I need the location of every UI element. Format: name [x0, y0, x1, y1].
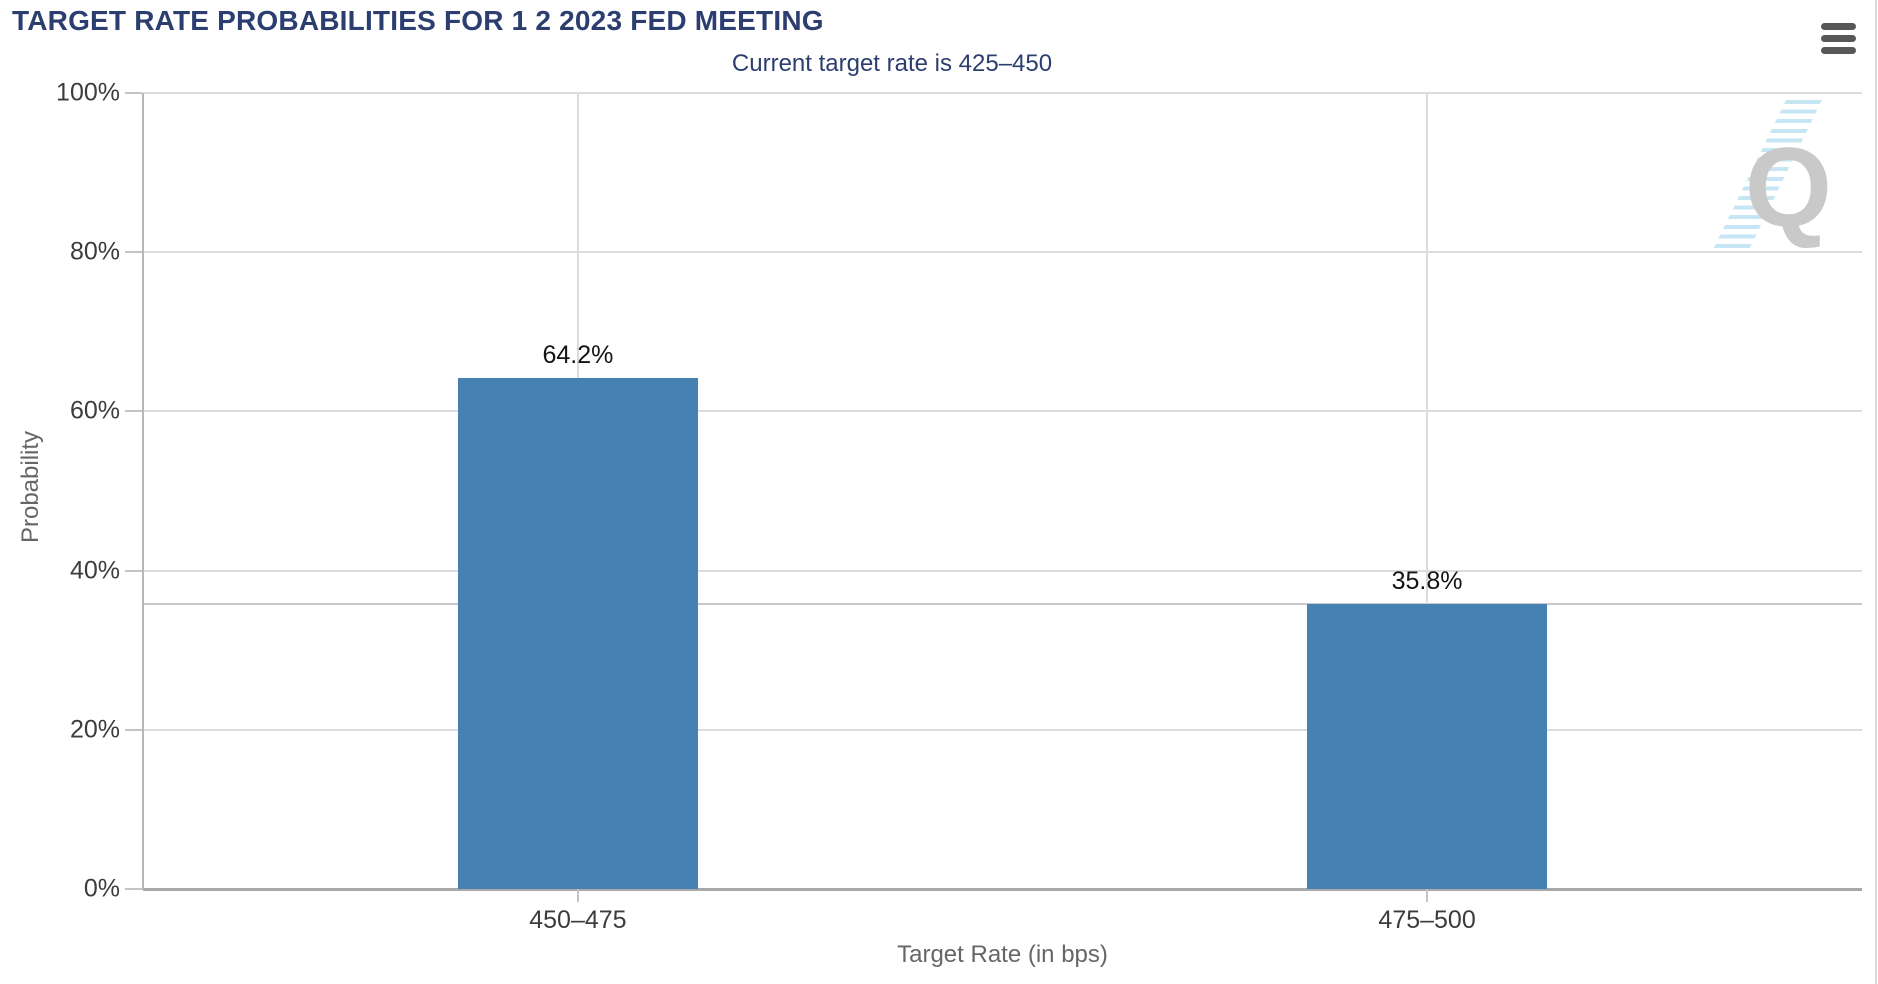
x-axis-baseline — [143, 888, 1862, 891]
reference-line — [143, 603, 1862, 606]
ytick-label-0: 0% — [83, 874, 120, 903]
hamburger-icon — [1821, 35, 1856, 42]
ytick-label-80: 80% — [69, 237, 120, 266]
chart-subtitle: Current target rate is 425–450 — [731, 50, 1053, 77]
gridline-100 — [143, 92, 1862, 94]
ytick-label-60: 60% — [69, 396, 120, 425]
panel-right-border — [1875, 0, 1877, 984]
y-tick-mark — [125, 888, 142, 890]
ytick-label-100: 100% — [56, 78, 120, 107]
bar-slot-450-475: 64.2% — [457, 93, 698, 889]
vertical-gridline-475-500 — [1426, 93, 1429, 889]
y-tick-mark — [125, 569, 142, 572]
x-category-label-475-500: 475–500 — [1378, 906, 1476, 934]
x-category-label-450-475: 450–475 — [529, 906, 627, 934]
ytick-label-40: 40% — [69, 556, 120, 585]
bar-450-475[interactable] — [457, 377, 698, 889]
gridline-20 — [143, 728, 1862, 731]
hamburger-icon — [1821, 47, 1856, 54]
gridline-80 — [143, 251, 1862, 254]
y-axis-line — [142, 93, 144, 890]
y-tick-mark — [125, 92, 142, 94]
y-tick-mark — [125, 728, 142, 731]
bar-475-500[interactable] — [1307, 604, 1548, 889]
y-tick-mark — [125, 251, 142, 254]
gridline-40 — [143, 569, 1862, 572]
x-tick-mark — [1426, 889, 1429, 902]
ytick-label-20: 20% — [69, 715, 120, 744]
x-tick-mark — [576, 889, 579, 902]
bar-slot-475-500: 35.8% — [1307, 93, 1548, 889]
y-tick-mark — [125, 410, 142, 413]
bar-value-label-475-500: 35.8% — [1391, 567, 1463, 596]
hamburger-menu-button[interactable] — [1821, 23, 1856, 54]
hamburger-icon — [1821, 23, 1856, 30]
bar-value-label-450-475: 64.2% — [542, 340, 614, 369]
x-axis-title: Target Rate (in bps) — [897, 941, 1108, 968]
gridline-60 — [143, 410, 1862, 413]
page-title: TARGET RATE PROBABILITIES FOR 1 2 2023 F… — [12, 5, 824, 36]
plot-area: 100% 80% 60% 40% 20% 0% — [56, 79, 1862, 968]
y-axis-title: Probability — [17, 430, 44, 544]
